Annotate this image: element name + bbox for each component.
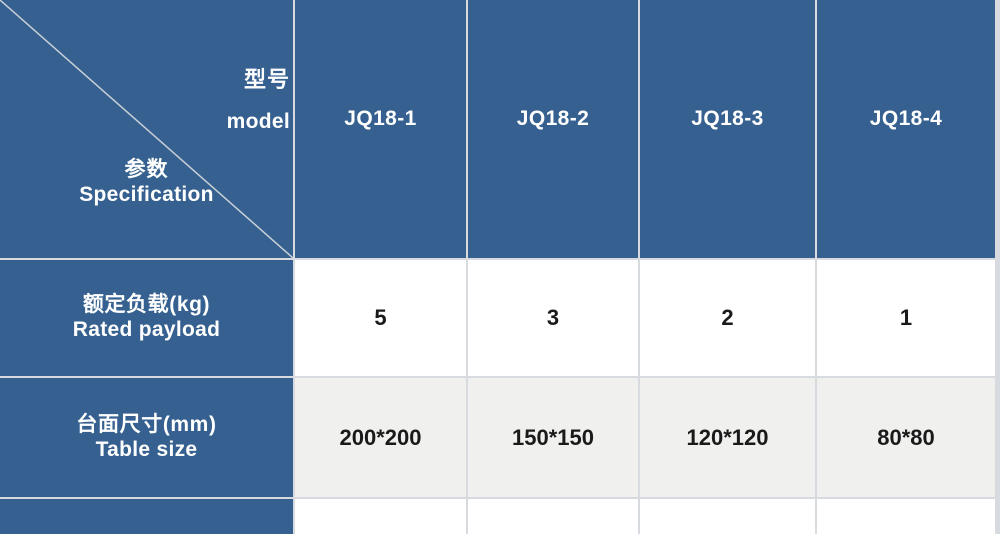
diagonal-divider-line: [0, 0, 293, 258]
model-label-en: model: [226, 110, 290, 133]
value-rated-payload-jq18-4: 1: [817, 260, 995, 376]
model-label-zh: 型号: [243, 67, 290, 92]
rated-payload-label-zh: 额定负载(kg): [82, 293, 211, 317]
table-size-label-zh: 台面尺寸(mm): [76, 412, 217, 436]
value-table-size-jq18-4: 80*80: [817, 378, 995, 497]
row-label-table-size: 台面尺寸(mm) Table size: [0, 378, 293, 497]
corner-model-label: 型号 model: [227, 67, 290, 135]
column-header-jq18-1: JQ18-1: [295, 0, 466, 258]
rated-payload-label-en: Rated payload: [72, 318, 221, 341]
value-rated-payload-jq18-3: 2: [640, 260, 815, 376]
value-table-size-jq18-3: 120*120: [640, 378, 815, 497]
value-rated-payload-jq18-2: 3: [468, 260, 638, 376]
value-partial-jq18-3: [640, 499, 815, 534]
value-partial-jq18-4: [817, 499, 995, 534]
specification-label-en: Specification: [79, 183, 214, 206]
row-label-rated-payload: 额定负载(kg) Rated payload: [0, 260, 293, 376]
table-size-label-en: Table size: [95, 437, 198, 461]
value-partial-jq18-2: [468, 499, 638, 534]
corner-specification-label: 参数 Specification: [0, 157, 293, 207]
row-label-partial: [0, 499, 293, 534]
corner-header-cell: 型号 model 参数 Specification: [0, 0, 293, 258]
column-header-jq18-3: JQ18-3: [640, 0, 815, 258]
column-header-jq18-4: JQ18-4: [817, 0, 995, 258]
value-table-size-jq18-2: 150*150: [468, 378, 638, 497]
column-header-jq18-2: JQ18-2: [468, 0, 638, 258]
value-rated-payload-jq18-1: 5: [295, 260, 466, 376]
value-table-size-jq18-1: 200*200: [295, 378, 466, 497]
value-partial-jq18-1: [295, 499, 466, 534]
specification-label-zh: 参数: [124, 158, 169, 181]
